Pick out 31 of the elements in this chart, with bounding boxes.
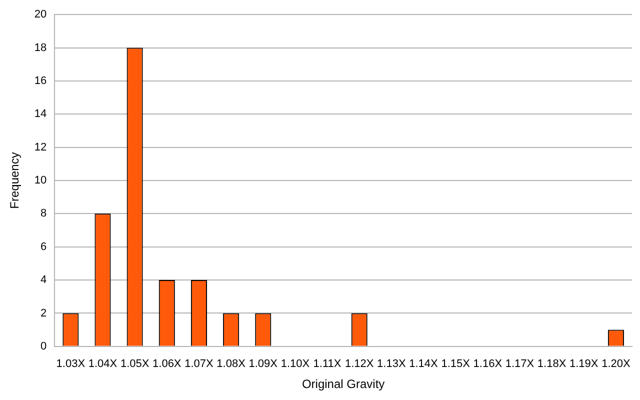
- x-tick-label: 1.20X: [602, 358, 631, 370]
- x-tick-label: 1.11X: [313, 358, 342, 370]
- y-tick-label: 16: [34, 74, 47, 87]
- y-tick-label: 2: [40, 307, 47, 320]
- x-tick-label: 1.06X: [152, 358, 182, 370]
- y-tick-label: 8: [40, 208, 47, 220]
- y-tick-label: 18: [34, 42, 47, 54]
- x-tick-label: 1.15X: [441, 358, 471, 370]
- x-tick-label: 1.19X: [570, 358, 599, 370]
- y-tick-label: 10: [34, 174, 47, 187]
- x-tick-label: 1.08X: [216, 358, 246, 370]
- x-tick-label: 1.12X: [344, 358, 374, 370]
- y-axis-title: Frequency: [8, 152, 22, 209]
- y-tick-label: 0: [40, 340, 47, 352]
- x-tick-label: 1.09X: [248, 358, 278, 370]
- y-tick-label: 4: [40, 274, 47, 286]
- x-tick-label: 1.14X: [409, 358, 439, 370]
- y-tick-label: 14: [34, 108, 47, 120]
- x-tick-label: 1.16X: [473, 358, 503, 370]
- y-tick-label: 20: [34, 8, 47, 21]
- x-axis-title: Original Gravity: [302, 377, 385, 392]
- x-tick-label: 1.17X: [505, 358, 535, 370]
- x-tick-label: 1.10X: [280, 358, 310, 370]
- x-tick-label: 1.13X: [377, 358, 406, 370]
- x-tick-label: 1.03X: [56, 358, 86, 370]
- x-tick-label: 1.18X: [537, 358, 567, 370]
- y-tick-label: 12: [34, 141, 47, 154]
- x-tick-label: 1.07X: [184, 358, 214, 370]
- x-tick-label: 1.05X: [120, 358, 150, 370]
- y-tick-label: 6: [40, 240, 47, 253]
- x-tick-label: 1.04X: [88, 358, 118, 370]
